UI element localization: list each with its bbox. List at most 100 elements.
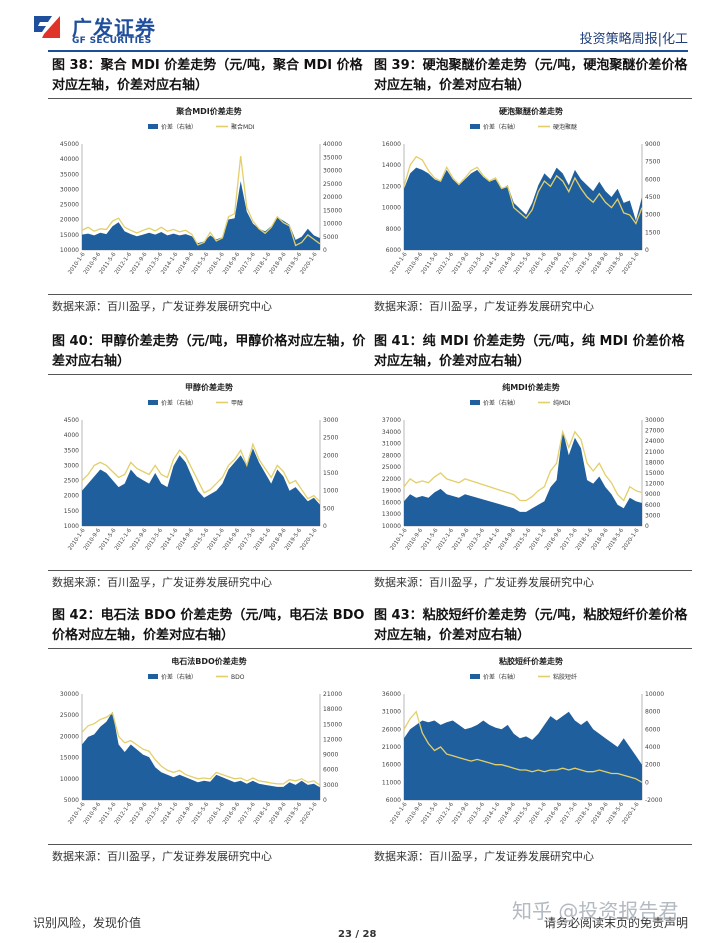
y-tick-label-left: 31000 [382, 441, 401, 448]
y-tick-label-left: 36000 [382, 691, 401, 698]
report-type: 投资策略周报|化工 [579, 32, 688, 47]
legend-label: 甲醇 [231, 399, 243, 407]
y-tick-label-left: 1000 [64, 523, 79, 530]
series-line-price [81, 156, 321, 247]
y-tick-label-left: 12000 [382, 183, 401, 190]
footer-disclaimer: 请务必阅读末页的免责声明 [543, 916, 688, 930]
header-divider [48, 50, 688, 52]
y-tick-label-left: 37000 [382, 417, 401, 424]
y-tick-label-right: 5000 [323, 234, 338, 241]
y-tick-label-right: 1500 [323, 470, 338, 477]
series-line-price [403, 710, 643, 783]
panel-title: 图 38：聚合 MDI 价差走势（元/吨，聚合 MDI 价格对应左轴，价差对应右… [52, 58, 363, 93]
legend-swatch [148, 400, 158, 405]
y-tick-label-left: 22000 [382, 476, 401, 483]
y-tick-label-left: 16000 [382, 499, 401, 506]
y-tick-label-left: 11000 [382, 779, 401, 786]
data-source: 数据来源：百川盈孚，广发证券发展研究中心 [52, 850, 272, 863]
y-tick-label-left: 45000 [60, 141, 79, 148]
panel-title: 图 42：电石法 BDO 价差走势（元/吨，电石法 BDO 价格对应左轴，价差对… [52, 608, 365, 643]
page-header: 广发证券 GF SECURITIES 投资策略周报|化工 [0, 0, 720, 52]
y-tick-label-right: 2000 [645, 762, 660, 769]
legend-swatch [470, 674, 480, 679]
chart-panel-41: 图 41：纯 MDI 价差走势（元/吨，纯 MDI 价差价格对应左轴，价差对应右… [370, 332, 692, 594]
y-tick-label-right: 21000 [323, 691, 342, 698]
y-tick-label-left: 3500 [64, 447, 79, 454]
y-tick-label-right: 9000 [323, 752, 338, 759]
y-tick-label-right: 500 [323, 505, 335, 512]
y-tick-label-right: 3000 [323, 782, 338, 789]
y-tick-label-left: 6000 [386, 247, 401, 254]
chart-title: 聚合MDI价差走势 [175, 106, 242, 116]
y-tick-label-left: 1500 [64, 508, 79, 515]
series-line-price [81, 442, 321, 503]
legend-label: 聚合MDI [231, 123, 255, 131]
y-tick-label-right: 12000 [323, 736, 342, 743]
y-tick-label-right: 0 [323, 523, 327, 530]
y-tick-label-left: 8000 [386, 226, 401, 233]
y-tick-label-left: 5000 [64, 797, 79, 804]
y-tick-label-right: -2000 [645, 797, 663, 804]
data-source: 数据来源：百川盈孚，广发证券发展研究中心 [52, 300, 272, 313]
legend-label: 价差（右轴） [161, 123, 197, 131]
panel-title: 图 41：纯 MDI 价差走势（元/吨，纯 MDI 价差价格对应左轴，价差对应右… [374, 334, 685, 369]
y-tick-label-left: 16000 [382, 762, 401, 769]
y-tick-label-right: 18000 [323, 706, 342, 713]
y-tick-label-right: 0 [645, 779, 649, 786]
chart-title: 纯MDI价差走势 [502, 382, 560, 392]
y-tick-label-left: 21000 [382, 744, 401, 751]
y-tick-label-right: 2000 [323, 452, 338, 459]
y-tick-label-left: 4000 [64, 432, 79, 439]
y-tick-label-left: 15000 [60, 232, 79, 239]
y-tick-label-right: 0 [645, 247, 649, 254]
y-tick-label-left: 25000 [60, 712, 79, 719]
series-area-spread [404, 167, 642, 250]
y-tick-label-right: 0 [323, 797, 327, 804]
y-tick-label-right: 25000 [323, 181, 342, 188]
panel-title: 图 40：甲醇价差走势（元/吨，甲醇价格对应左轴，价差对应右轴） [52, 334, 366, 369]
y-tick-label-left: 14000 [382, 162, 401, 169]
y-tick-label-left: 31000 [382, 709, 401, 716]
gf-logo-icon [34, 16, 60, 38]
chart-title: 粘胶短纤价差走势 [498, 656, 563, 666]
series-area-spread [82, 448, 320, 526]
legend-label: BDO [231, 674, 245, 681]
legend-swatch [148, 124, 158, 129]
y-tick-label-right: 21000 [645, 449, 664, 456]
y-tick-label-right: 10000 [323, 221, 342, 228]
chart-panel-42: 图 42：电石法 BDO 价差走势（元/吨，电石法 BDO 价格对应左轴，价差对… [48, 606, 370, 868]
y-tick-label-left: 2000 [64, 493, 79, 500]
legend-label: 粘胶短纤 [553, 673, 577, 681]
y-tick-label-left: 10000 [382, 205, 401, 212]
y-tick-label-right: 0 [323, 247, 327, 254]
y-tick-label-left: 40000 [60, 156, 79, 163]
y-tick-label-right: 7500 [645, 159, 660, 166]
y-tick-label-right: 6000 [645, 176, 660, 183]
panel-divider [370, 844, 692, 845]
chart-panel-43: 图 43：粘胶短纤价差走势（元/吨，粘胶短纤价差价格对应左轴，价差对应右轴） 粘… [370, 606, 692, 868]
y-tick-label-right: 6000 [323, 767, 338, 774]
y-tick-label-left: 30000 [60, 186, 79, 193]
panel-divider [370, 294, 692, 295]
y-tick-label-right: 15000 [323, 207, 342, 214]
y-tick-label-right: 3000 [645, 512, 660, 519]
legend-label: 价差（右轴） [483, 123, 519, 131]
y-tick-label-left: 25000 [60, 202, 79, 209]
y-tick-label-right: 20000 [323, 194, 342, 201]
series-area-spread [82, 711, 320, 800]
y-tick-label-left: 20000 [60, 733, 79, 740]
panel-divider [48, 98, 370, 99]
legend-label: 价差（右轴） [161, 673, 197, 681]
y-tick-label-right: 9000 [645, 141, 660, 148]
series-area-spread [82, 181, 320, 250]
y-tick-label-right: 2500 [323, 435, 338, 442]
y-tick-label-left: 35000 [60, 171, 79, 178]
y-tick-label-right: 9000 [645, 491, 660, 498]
y-tick-label-right: 18000 [645, 459, 664, 466]
y-tick-label-right: 3000 [645, 212, 660, 219]
data-source: 数据来源：百川盈孚，广发证券发展研究中心 [374, 850, 594, 863]
logo-text-cn: 广发证券 [72, 16, 156, 40]
